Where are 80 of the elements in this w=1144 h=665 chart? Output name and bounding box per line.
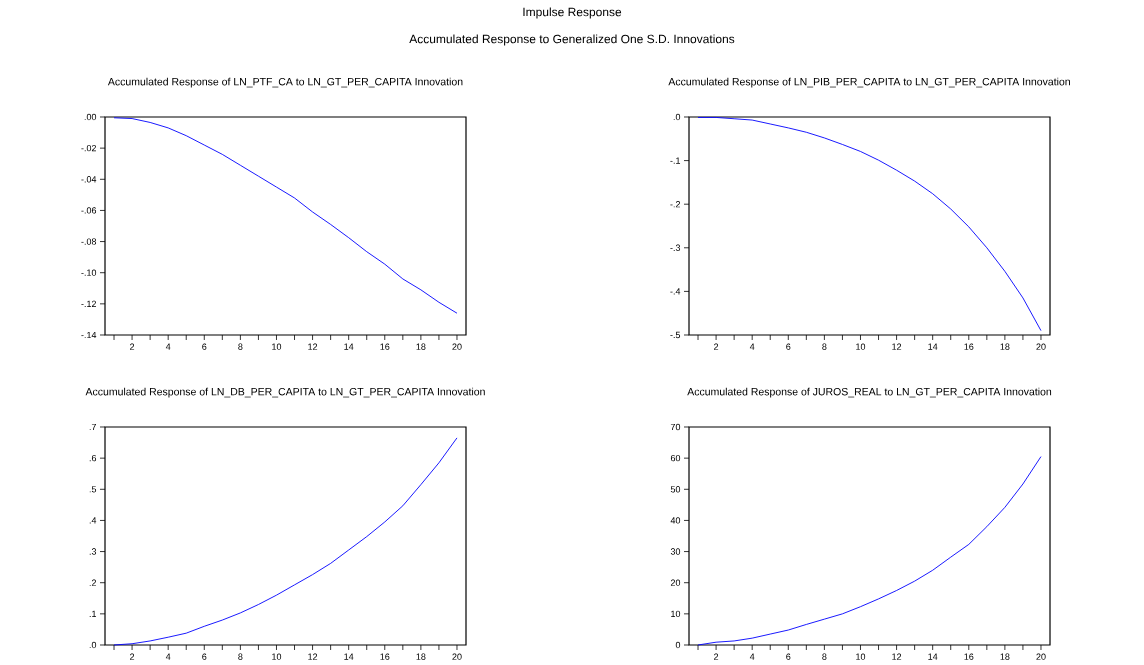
x-tick-label: 20 [452, 343, 462, 350]
line-series [113, 117, 458, 314]
chart-title: Accumulated Response of LN_PTF_CA to LN_GT_PER_CAPITA Innovation [107, 77, 463, 88]
x-tick-label: 10 [856, 653, 866, 660]
y-tick-label: -.06 [81, 207, 97, 214]
x-tick-label: 4 [165, 343, 171, 350]
y-tick-label: -.08 [81, 238, 97, 245]
x-tick-label: 16 [964, 343, 974, 350]
y-tick-label: 20 [670, 579, 681, 586]
x-tick-label: 8 [822, 343, 827, 350]
y-tick-label: .2 [89, 579, 97, 586]
x-tick-label: 18 [1000, 343, 1010, 350]
x-tick-label: 12 [892, 653, 902, 660]
chart-title: Accumulated Response of JUROS_REAL to LN_GT_PER_CAPITA Innovation [687, 387, 1052, 398]
x-tick-label: 18 [416, 653, 426, 660]
y-tick-label: .00 [84, 113, 97, 121]
x-tick-label: 12 [308, 653, 318, 660]
x-tick-label: 6 [786, 653, 791, 660]
x-tick-label: 4 [749, 653, 755, 660]
x-tick-label: 14 [928, 653, 938, 660]
text: Impulse Response [523, 7, 622, 19]
x-tick-label: 6 [786, 343, 791, 350]
x-tick-label: 6 [202, 343, 207, 350]
y-tick-label: -.10 [81, 269, 97, 276]
y-tick-label: .4 [89, 517, 97, 524]
x-tick-label: 6 [202, 653, 207, 660]
x-tick-label: 10 [272, 343, 282, 350]
y-tick-label: -.14 [81, 331, 97, 339]
y-tick-label: 0 [675, 641, 681, 649]
x-tick-label: 14 [928, 343, 938, 350]
x-tick-label: 8 [822, 653, 827, 660]
line-series [113, 437, 458, 646]
x-tick-label: 16 [964, 653, 974, 660]
x-tick-label: 14 [344, 343, 354, 350]
y-tick-label: .0 [89, 641, 97, 649]
x-tick-label: 20 [1036, 653, 1046, 660]
y-tick-label: -.4 [670, 288, 681, 295]
x-tick-label: 2 [130, 343, 135, 350]
y-tick-label: .6 [89, 454, 97, 462]
y-tick-label: 50 [670, 486, 681, 493]
x-tick-label: 12 [892, 343, 902, 350]
x-tick-label: 8 [238, 343, 243, 350]
x-tick-label: 4 [749, 343, 755, 350]
x-tick-label: 14 [344, 653, 354, 660]
y-tick-label: -.04 [81, 176, 97, 183]
y-tick-label: -.12 [81, 300, 97, 307]
y-tick-label: .7 [89, 423, 97, 431]
x-tick-label: 20 [1036, 343, 1046, 350]
x-tick-label: 16 [380, 343, 390, 350]
text: Accumulated Response to Generalized One S.D. Innovations [409, 34, 735, 46]
y-tick-label: -.2 [670, 201, 681, 208]
x-tick-label: 16 [380, 653, 390, 660]
y-tick-label: .3 [89, 548, 97, 555]
x-tick-label: 8 [238, 653, 243, 660]
x-tick-label: 10 [856, 343, 866, 350]
y-tick-label: -.5 [670, 331, 681, 339]
x-tick-label: 10 [272, 653, 282, 660]
y-tick-label: .0 [673, 113, 681, 121]
chart-title: Accumulated Response of LN_DB_PER_CAPITA to LN_GT_PER_CAPITA Innovation [85, 387, 485, 398]
line-series [697, 456, 1042, 646]
y-tick-label: 30 [670, 548, 681, 555]
y-tick-label: 10 [671, 610, 681, 618]
x-tick-label: 20 [452, 653, 462, 660]
x-tick-label: 2 [714, 343, 719, 350]
y-tick-label: .5 [89, 486, 97, 493]
y-tick-label: -.3 [670, 244, 681, 251]
x-tick-label: 12 [308, 343, 318, 350]
x-tick-label: 2 [130, 653, 135, 660]
x-tick-label: 18 [1000, 653, 1010, 660]
chart-title: Accumulated Response of LN_PIB_PER_CAPITA to LN_GT_PER_CAPITA Innovation [668, 77, 1070, 88]
y-tick-label: 70 [670, 423, 681, 431]
line-series [697, 116, 1042, 332]
x-tick-label: 4 [165, 653, 171, 660]
x-tick-label: 2 [714, 653, 719, 660]
y-tick-label: .1 [89, 610, 97, 617]
y-tick-label: 40 [670, 517, 681, 524]
y-tick-label: -.1 [670, 157, 681, 164]
x-tick-label: 18 [416, 343, 426, 350]
y-tick-label: -.02 [81, 144, 97, 152]
y-tick-label: 60 [670, 454, 681, 462]
